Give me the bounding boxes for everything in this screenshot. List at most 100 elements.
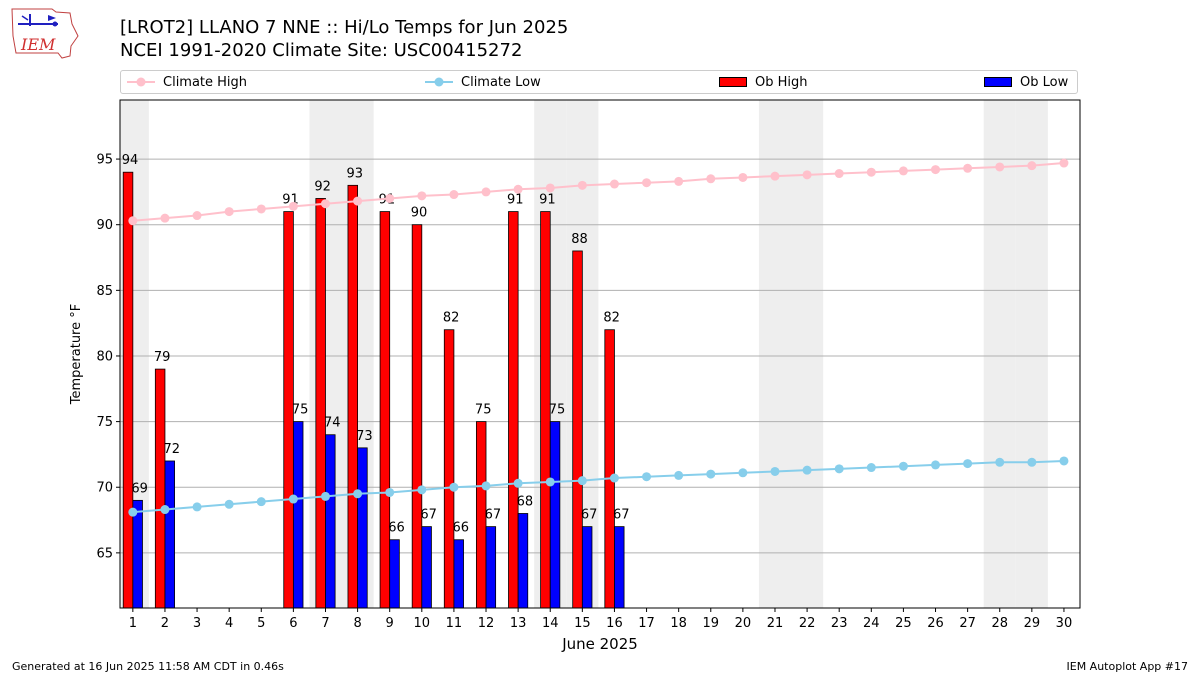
y-axis-label: Temperature °F [69,304,84,405]
bar-data-label: 90 [411,206,428,221]
point-climate-high [256,204,266,214]
bar-ob-low [517,513,529,609]
y-tick-label: 65 [96,546,113,561]
x-tick-label: 6 [289,616,297,631]
series-line-climate-high [132,162,1065,222]
x-tick-label: 21 [767,616,784,631]
plot-frame [119,99,1081,609]
point-climate-low [577,476,587,486]
bar-ob-high [572,250,583,609]
x-tick-label: 17 [638,616,655,631]
weekend-shade [758,100,792,608]
bar-data-label: 72 [163,442,180,457]
bar-data-label: 91 [507,193,524,208]
point-climate-high [866,167,876,177]
iem-logo: IEM [11,8,79,59]
point-climate-high [320,199,330,209]
bar-data-label: 75 [475,403,492,418]
point-climate-high [545,183,555,193]
series-line-climate-low [132,459,1064,514]
point-climate-high [963,163,973,173]
point-climate-low [706,469,716,479]
legend-bar-swatch-icon [984,77,1012,87]
legend-item-climate-low: Climate Low [425,71,541,93]
y-tick-label: 75 [96,415,113,430]
point-climate-high [674,176,684,186]
x-tick-label: 23 [831,616,848,631]
weekend-shade [791,100,824,608]
point-climate-high [385,193,395,203]
x-tick-label: 16 [606,616,623,631]
bar-ob-high [443,329,455,609]
x-tick-label: 2 [161,616,169,631]
point-climate-low [192,502,202,512]
y-tick-label: 95 [96,153,113,168]
point-climate-low [417,485,427,495]
bar-ob-high [122,171,134,609]
x-tick-label: 22 [799,616,816,631]
point-climate-low [674,470,684,480]
bar-ob-high [411,224,423,609]
x-tick-label: 13 [510,616,527,631]
bar-data-label: 74 [324,416,341,431]
bar-data-label: 73 [356,429,373,444]
bar-data-label: 82 [443,311,460,326]
point-climate-high [834,169,844,179]
point-climate-low [770,466,780,476]
x-tick-label: 5 [257,616,265,631]
legend-label: Ob High [755,74,808,90]
bar-data-label: 66 [452,521,469,536]
legend-line-marker-icon [127,77,155,87]
chart-title: [LROT2] LLANO 7 NNE :: Hi/Lo Temps for J… [120,17,569,38]
point-climate-low [931,460,941,470]
point-climate-high [898,166,908,176]
point-climate-high [770,171,780,181]
point-climate-high [224,207,234,217]
x-tick-label: 7 [321,616,329,631]
point-climate-high [1027,161,1037,171]
x-tick-label: 26 [927,616,944,631]
chart-legend: Climate High Climate Low Ob High Ob Low [120,70,1078,94]
bar-ob-low [132,499,143,609]
bar-data-label: 93 [347,166,364,181]
bar-data-label: 94 [122,153,139,168]
point-climate-low [995,457,1005,467]
bar-data-label: 75 [292,403,309,418]
iem-logo-text: IEM [20,35,56,54]
footer-app-text: IEM Autoplot App #17 [1066,660,1189,673]
point-climate-high [802,170,812,180]
x-tick-label: 1 [129,616,137,631]
bar-ob-high [508,211,519,609]
point-climate-high [931,165,941,175]
point-climate-low [160,505,170,515]
point-climate-low [320,491,330,501]
y-tick-label: 70 [96,481,113,496]
x-tick-label: 30 [1056,616,1073,631]
x-tick-label: 12 [478,616,495,631]
weekend-shade [983,100,1016,608]
point-climate-high [609,179,619,189]
y-tick-label: 90 [96,218,113,233]
x-tick-label: 14 [542,616,559,631]
point-climate-high [481,187,491,197]
point-climate-high [192,211,202,221]
point-climate-high [995,162,1005,172]
bar-ob-low [325,434,336,609]
bar-ob-low [614,526,625,609]
x-tick-label: 9 [386,616,394,631]
bar-ob-high [379,211,391,609]
point-climate-low [353,489,363,499]
x-tick-label: 29 [1024,616,1041,631]
point-climate-low [642,472,652,482]
bar-data-label: 92 [314,179,331,194]
bar-data-label: 67 [485,508,502,523]
point-climate-high [449,190,459,200]
x-tick-label: 3 [193,616,201,631]
bar-data-label: 68 [517,494,534,509]
point-climate-low [224,499,234,509]
point-climate-low [834,464,844,474]
footer-generated-text: Generated at 16 Jun 2025 11:58 AM CDT in… [12,660,284,673]
legend-label: Climate Low [461,74,541,90]
x-tick-label: 20 [735,616,752,631]
